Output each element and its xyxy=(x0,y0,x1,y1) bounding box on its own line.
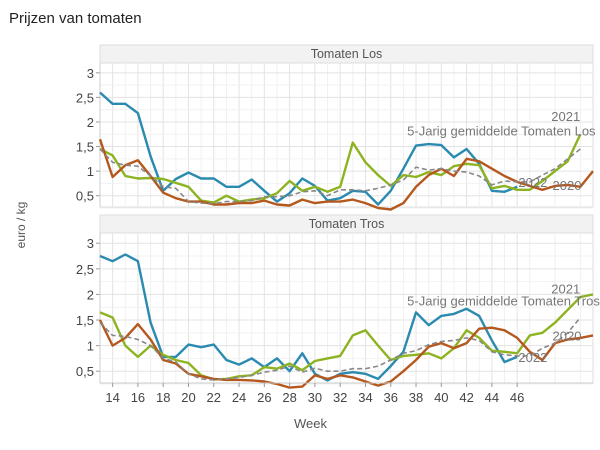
x-tick-label: 14 xyxy=(105,390,119,405)
y-tick-label: 3 xyxy=(87,236,94,251)
y-tick-label: 2 xyxy=(87,115,94,130)
y-tick-label: 1,5 xyxy=(76,313,94,328)
x-tick-label: 38 xyxy=(409,390,423,405)
x-tick-label: 20 xyxy=(181,390,195,405)
x-tick-label: 40 xyxy=(434,390,448,405)
series-annotation: 5-Jarig gemiddelde Tomaten Tros xyxy=(407,294,600,309)
y-tick-label: 3 xyxy=(87,66,94,81)
panel-strip-label: Tomaten Los xyxy=(311,47,383,61)
y-tick-label: 0,5 xyxy=(76,189,94,204)
x-tick-label: 32 xyxy=(333,390,347,405)
x-tick-label: 16 xyxy=(131,390,145,405)
x-tick-label: 30 xyxy=(308,390,322,405)
panel-strip-label: Tomaten Tros xyxy=(309,217,385,231)
series-annotation: 2022 xyxy=(518,350,547,365)
series-annotation: 2021 xyxy=(551,109,580,124)
series-line-2022 xyxy=(99,91,518,206)
panel-tomaten-los: Tomaten Los 0,5 1 1,5 2 2,5 3 5-Jarig gemiddeld… xyxy=(76,44,596,211)
x-tick-label: 28 xyxy=(282,390,296,405)
x-tick-label: 36 xyxy=(384,390,398,405)
y-tick-label: 0,5 xyxy=(76,364,94,379)
series-annotation: 2020 xyxy=(553,178,582,193)
x-tick-label: 22 xyxy=(207,390,221,405)
series-line-avg xyxy=(99,316,582,381)
y-tick-label: 2,5 xyxy=(76,90,94,105)
x-tick-label: 44 xyxy=(485,390,499,405)
series-line-2021 xyxy=(99,293,594,381)
panel-tomaten-tros: Tomaten Tros 0,5 1 1,5 2 2,5 3 5-Jarig gemiddel… xyxy=(76,214,600,405)
y-tick-label: 1,5 xyxy=(76,140,94,155)
y-tick-label: 1 xyxy=(87,339,94,354)
y-tick-label: 2 xyxy=(87,287,94,302)
y-tick-label: 1 xyxy=(87,164,94,179)
series-annotation: 2021 xyxy=(551,281,580,296)
x-axis-label: Week xyxy=(294,416,327,431)
x-tick-label: 24 xyxy=(232,390,246,405)
x-tick-label: 42 xyxy=(459,390,473,405)
x-tick-label: 34 xyxy=(358,390,372,405)
x-tick-label: 26 xyxy=(257,390,271,405)
series-line-avg xyxy=(99,148,581,205)
series-line-2020 xyxy=(98,138,594,211)
series-line-2021 xyxy=(99,133,582,204)
series-annotation: 5-Jarig gemiddelde Tomaten Los xyxy=(407,124,596,139)
x-tick-label: 18 xyxy=(156,390,170,405)
series-annotation: 2022 xyxy=(518,175,547,190)
x-tick-label: 46 xyxy=(510,390,524,405)
y-tick-label: 2,5 xyxy=(76,262,94,277)
series-annotation: 2020 xyxy=(553,329,582,344)
chart-title: Prijzen van tomaten xyxy=(9,10,142,27)
